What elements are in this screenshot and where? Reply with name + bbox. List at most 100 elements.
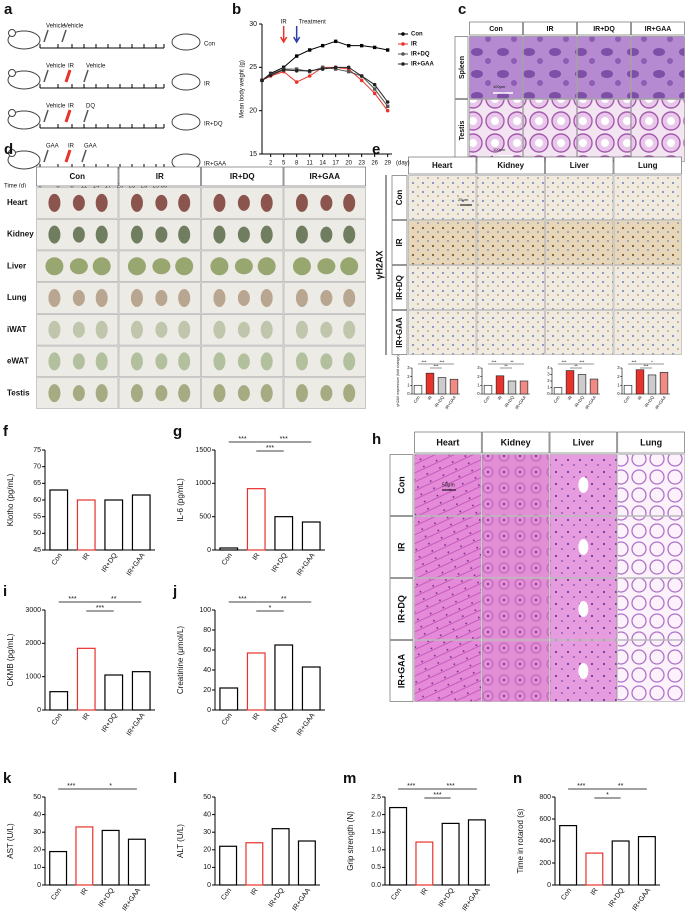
point xyxy=(307,74,312,78)
organ xyxy=(340,257,359,276)
significance-label: *** xyxy=(447,783,455,790)
column-header-text: IR xyxy=(156,172,164,181)
time-tick-label: 26 xyxy=(141,184,148,190)
he-image xyxy=(482,454,550,516)
ihc-image xyxy=(476,220,545,265)
organ xyxy=(260,193,273,212)
time-tick-label: 14 xyxy=(93,184,100,190)
y-tick-label: 30 xyxy=(33,829,41,836)
bar xyxy=(635,369,645,395)
time-tick-label: 8 xyxy=(70,184,74,190)
y-tick-label: 25 xyxy=(249,64,257,71)
column-header xyxy=(36,166,119,187)
organ xyxy=(48,352,61,371)
point xyxy=(346,43,351,48)
organ xyxy=(95,384,108,403)
organ xyxy=(152,258,171,275)
time-tick-label: 5 xyxy=(56,184,60,190)
point xyxy=(294,69,299,73)
x-tick-label: IR+DQ xyxy=(438,887,456,909)
point xyxy=(294,80,299,84)
column-header xyxy=(414,431,482,454)
row-header-text: eWAT xyxy=(7,357,29,366)
row-header-text: IR+GAA xyxy=(395,317,404,348)
group-label: Con xyxy=(204,42,215,48)
time-tick-label: 29 xyxy=(153,184,160,190)
x-tick-label: IR xyxy=(420,887,430,897)
column-header xyxy=(408,156,477,175)
treatment-label: Vehicle xyxy=(46,104,66,110)
x-tick-label: IR+DQ xyxy=(433,394,445,408)
bar xyxy=(495,375,505,395)
legend-label: IR xyxy=(411,42,418,48)
significance-label: * xyxy=(109,783,112,790)
mouse-ear xyxy=(8,109,16,117)
y-tick-label: 2.5 xyxy=(371,794,381,801)
organ xyxy=(213,352,226,371)
x-tick-label: 2 xyxy=(269,161,273,167)
panel-label: b xyxy=(232,1,241,18)
bar xyxy=(589,378,599,395)
organ xyxy=(48,320,61,339)
y-tick-label: 15 xyxy=(249,151,257,158)
row-header-text: Kidney xyxy=(7,230,34,239)
x-tick-label: IR+DQ xyxy=(573,394,585,408)
x-tick-label: IR xyxy=(82,552,92,562)
organ xyxy=(95,289,108,307)
organ xyxy=(48,225,61,244)
y-tick-label: 0 xyxy=(37,707,41,714)
organ xyxy=(237,194,250,211)
y-axis-title: CKMB (pg/mL) xyxy=(6,633,15,686)
organ xyxy=(130,225,143,244)
organ xyxy=(320,353,333,370)
y-tick-label: 10 xyxy=(203,864,211,871)
ihc-image xyxy=(476,310,545,355)
micrograph xyxy=(577,36,631,99)
organ xyxy=(130,384,143,403)
mouse xyxy=(7,150,41,170)
row-header-text: Con xyxy=(396,476,406,494)
x-tick-label: IR+GAA xyxy=(514,395,527,411)
mouse xyxy=(171,33,201,51)
he-image xyxy=(617,454,685,516)
time-tick-label: 0 xyxy=(38,184,42,190)
row-header-text: IR+DQ xyxy=(396,595,406,623)
organ xyxy=(155,353,168,370)
time-tick-label: 23 xyxy=(129,184,136,190)
row-header xyxy=(4,346,35,377)
he-image xyxy=(549,516,617,578)
row-header-text: Spleen xyxy=(459,56,466,79)
point xyxy=(385,48,390,52)
point xyxy=(385,108,390,113)
organ xyxy=(130,193,143,212)
bar xyxy=(101,829,120,886)
organ xyxy=(45,257,64,276)
bar xyxy=(246,652,266,711)
bar xyxy=(49,489,69,551)
row-header-text: IR+DQ xyxy=(395,275,404,300)
row-header xyxy=(4,219,35,250)
x-tick-label: IR+DQ xyxy=(643,394,655,408)
organ xyxy=(155,226,168,243)
organ xyxy=(178,384,191,403)
time-tick-label: 30 xyxy=(161,184,168,190)
y-tick-label: 800 xyxy=(539,794,551,801)
organ xyxy=(234,258,253,275)
y-tick-label: 1 xyxy=(547,385,550,390)
organ xyxy=(343,225,356,244)
x-tick-label: Con xyxy=(51,552,64,567)
row-header-text: Lung xyxy=(7,293,27,302)
point xyxy=(333,65,338,70)
organ xyxy=(320,385,333,402)
organ xyxy=(260,320,273,339)
group-label: IR+GAA xyxy=(204,162,226,168)
panel-label: d xyxy=(4,141,13,158)
significance-label: *** xyxy=(407,783,415,790)
annotation: Treatment xyxy=(299,20,326,26)
point xyxy=(333,39,338,44)
x-tick-label: Con xyxy=(482,394,491,404)
legend-marker xyxy=(401,62,405,66)
bar xyxy=(131,494,151,551)
significance-label: *** xyxy=(67,783,75,790)
series-line xyxy=(261,66,389,111)
